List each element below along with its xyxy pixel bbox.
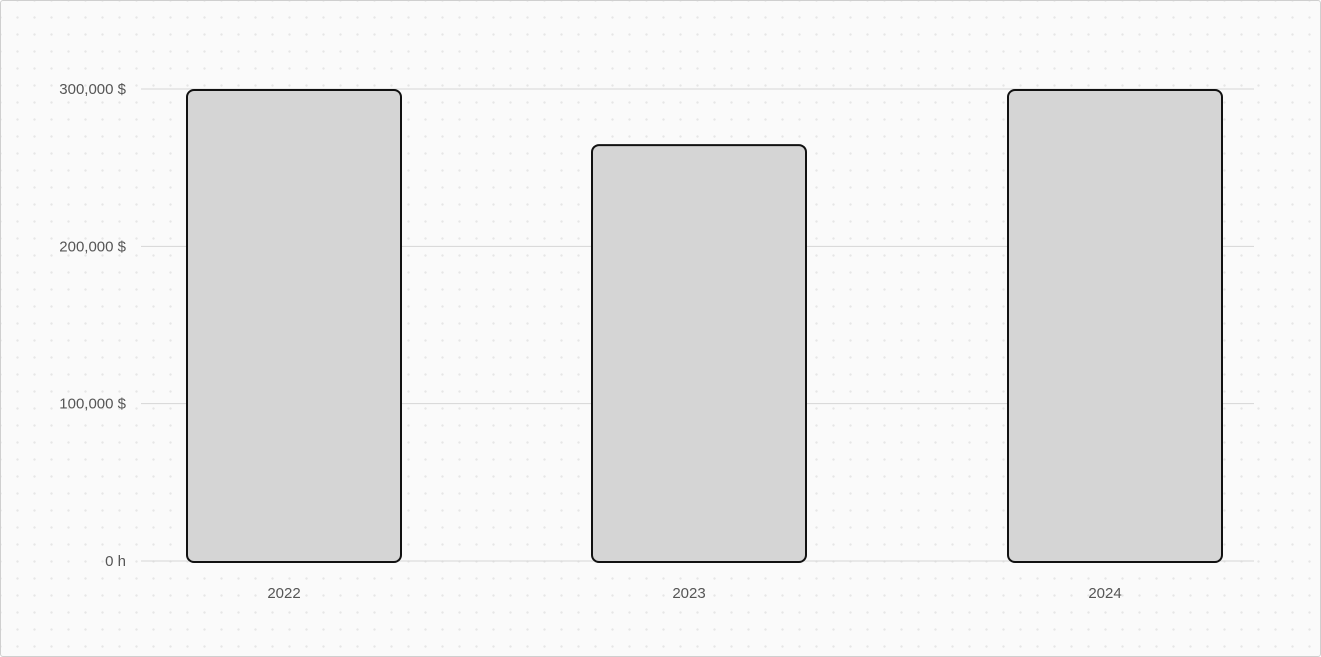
x-tick-label: 2022 bbox=[267, 585, 300, 602]
y-tick-label: 0 h bbox=[105, 553, 126, 570]
y-tick-label: 300,000 $ bbox=[59, 81, 126, 98]
bar-2023[interactable] bbox=[591, 144, 807, 563]
x-tick-label: 2023 bbox=[672, 585, 705, 602]
bars bbox=[186, 89, 1223, 563]
y-tick-label: 200,000 $ bbox=[59, 238, 126, 255]
y-axis-tick-labels: 0 h 100,000 $ 200,000 $ 300,000 $ bbox=[59, 81, 126, 570]
x-tick-label: 2024 bbox=[1088, 585, 1121, 602]
y-tick-label: 100,000 $ bbox=[59, 396, 126, 413]
x-axis-tick-labels: 2022 2023 2024 bbox=[267, 585, 1121, 602]
bar-2024[interactable] bbox=[1007, 89, 1223, 563]
bar-2022[interactable] bbox=[186, 89, 402, 563]
